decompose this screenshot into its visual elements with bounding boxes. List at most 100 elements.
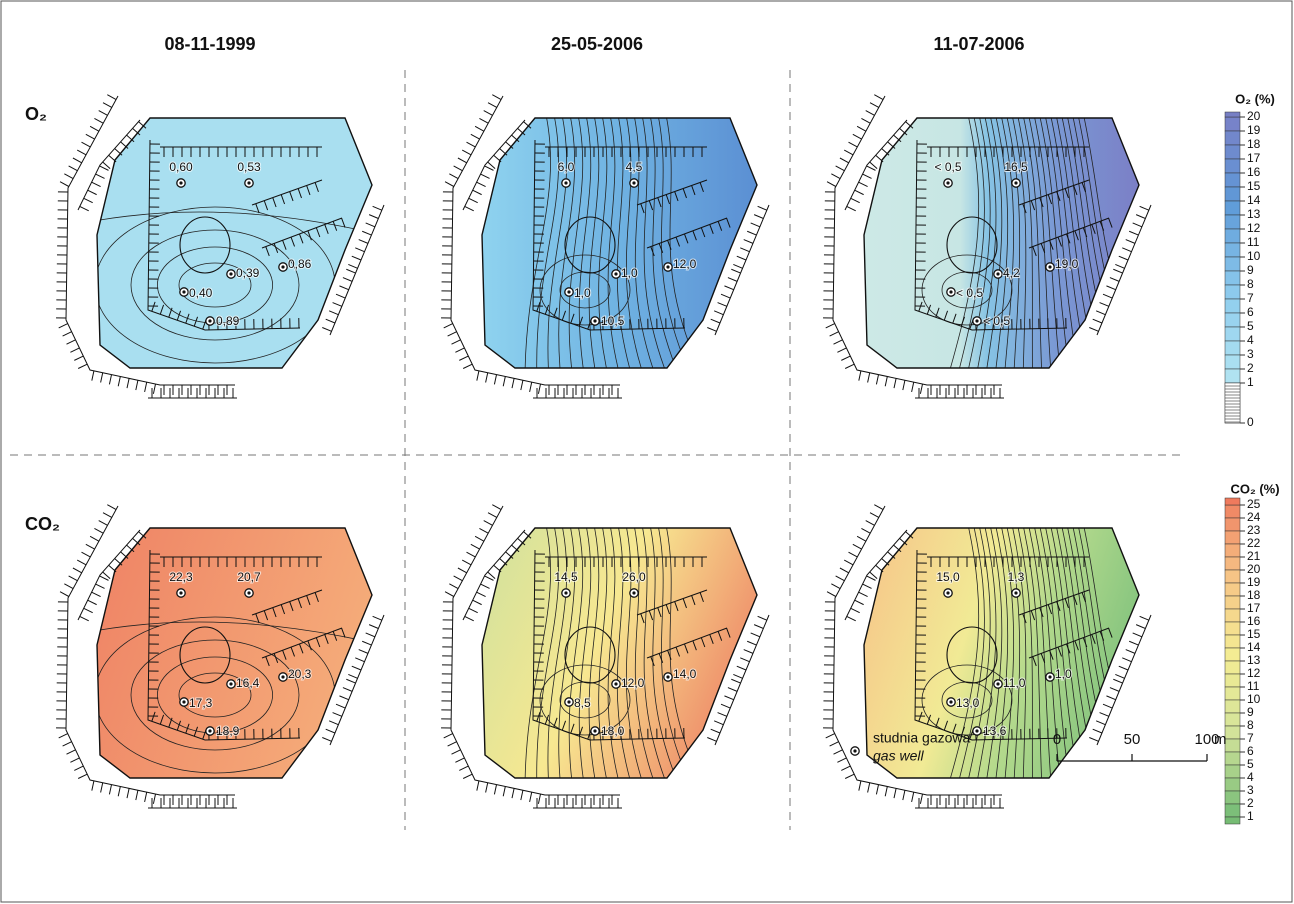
well-label: 8,5 [574, 696, 591, 710]
legend-swatch [1225, 778, 1240, 791]
legend-swatch [1225, 299, 1240, 313]
column-date: 08-11-1999 [164, 34, 255, 54]
well-label: 16,5 [1004, 160, 1028, 174]
legend-tick-label: 22 [1247, 536, 1261, 550]
gas-well-dot [229, 682, 232, 685]
well-label: < 0,5 [983, 314, 1010, 328]
legend-tick-label: 24 [1247, 510, 1261, 524]
legend-tick-label: 20 [1247, 109, 1261, 123]
legend-swatch [1225, 505, 1240, 518]
legend-tick-label: 4 [1247, 333, 1254, 347]
legend-tick-label: 15 [1247, 179, 1261, 193]
gas-well-dot [564, 181, 567, 184]
well-label: 11,0 [1003, 676, 1026, 690]
legend-swatch [1225, 635, 1240, 648]
well-label: 14,0 [673, 667, 697, 681]
well-label: 13,0 [956, 696, 980, 710]
legend-tick-label: 3 [1247, 783, 1254, 797]
gas-well-dot [949, 700, 952, 703]
well-label: 1,0 [1055, 667, 1072, 681]
well-label: < 0,5 [956, 286, 983, 300]
legend-swatch [1225, 257, 1240, 271]
well-label: 0,86 [288, 257, 312, 271]
gas-well-dot [208, 729, 211, 732]
legend-swatch [1225, 327, 1240, 341]
column-date: 11-07-2006 [933, 34, 1024, 54]
legend-swatch [1225, 570, 1240, 583]
legend-tick-label: 4 [1247, 770, 1254, 784]
legend-tick-label: 5 [1247, 319, 1254, 333]
legend-tick-label: 14 [1247, 193, 1261, 207]
legend-swatch [1225, 583, 1240, 596]
well-label: 14,5 [554, 570, 578, 584]
legend-bottom [1225, 817, 1240, 824]
gas-well-dot [614, 682, 617, 685]
gas-well-dot [1048, 675, 1051, 678]
gas-well-dot [996, 272, 999, 275]
legend-tick-label: 8 [1247, 718, 1254, 732]
legend-swatch [1225, 531, 1240, 544]
gas-well-dot [281, 265, 284, 268]
legend-swatch [1225, 117, 1240, 131]
legend-swatch [1225, 313, 1240, 327]
gas-well-dot [975, 729, 978, 732]
legend-swatch [1225, 243, 1240, 257]
legend-swatch [1225, 596, 1240, 609]
legend-swatch [1225, 791, 1240, 804]
legend-tick-label: 10 [1247, 692, 1261, 706]
gas-well-dot [247, 181, 250, 184]
legend-swatch [1225, 648, 1240, 661]
row-label: CO₂ [25, 514, 60, 534]
legend-tick-label: 6 [1247, 305, 1254, 319]
well-label: 22,3 [169, 570, 193, 584]
well-label: 1,3 [1008, 570, 1025, 584]
legend-tick-label: 21 [1247, 549, 1261, 563]
legend-tick-label: 1 [1247, 809, 1254, 823]
gas-well-dot [567, 290, 570, 293]
legend-swatch [1225, 285, 1240, 299]
gas-well-dot [949, 290, 952, 293]
legend-swatch [1225, 201, 1240, 215]
legend-tick-label: 15 [1247, 627, 1261, 641]
well-legend-pl: studnia gazowa [873, 730, 971, 746]
legend-swatch [1225, 173, 1240, 187]
legend-tick-label: 0 [1247, 415, 1254, 429]
gas-well-dot [182, 290, 185, 293]
well-label: 10,5 [601, 314, 625, 328]
well-label: 12,0 [621, 676, 645, 690]
legend-tick-label: 18 [1247, 137, 1261, 151]
gas-well-dot [593, 319, 596, 322]
legend-tick-label: 19 [1247, 123, 1261, 137]
scale-unit: m [1214, 731, 1227, 748]
well-label: 12,0 [673, 257, 697, 271]
gas-well-dot [632, 181, 635, 184]
legend-swatch [1225, 518, 1240, 531]
legend-tick-label: 7 [1247, 291, 1254, 305]
legend-tick-label: 10 [1247, 249, 1261, 263]
legend-swatch [1225, 271, 1240, 285]
legend-tick-label: 9 [1247, 263, 1254, 277]
legend-swatch [1225, 145, 1240, 159]
legend-tick-label: 19 [1247, 575, 1261, 589]
gas-well-dot [946, 181, 949, 184]
legend-tick-label: 11 [1247, 235, 1260, 249]
legend-tick-label: 6 [1247, 744, 1254, 758]
legend-tick-label: 12 [1247, 221, 1261, 235]
legend-swatch [1225, 187, 1240, 201]
legend-tick-label: 8 [1247, 277, 1254, 291]
gas-well-dot [247, 591, 250, 594]
legend-swatch [1225, 739, 1240, 752]
well-label: 1,0 [574, 286, 591, 300]
well-label: 4,2 [1003, 266, 1020, 280]
well-label: 18,0 [601, 724, 625, 738]
well-label: 16,4 [236, 676, 260, 690]
legend-tick-label: 20 [1247, 562, 1261, 576]
gas-well-dot [632, 591, 635, 594]
gas-well-dot [614, 272, 617, 275]
figure: 08-11-199925-05-200611-07-2006O₂0,600,53… [0, 0, 1294, 904]
legend-tick-label: 13 [1247, 207, 1261, 221]
gas-well-dot [666, 675, 669, 678]
legend-swatch [1225, 765, 1240, 778]
well-label: 15,0 [936, 570, 960, 584]
gas-well-dot [946, 591, 949, 594]
